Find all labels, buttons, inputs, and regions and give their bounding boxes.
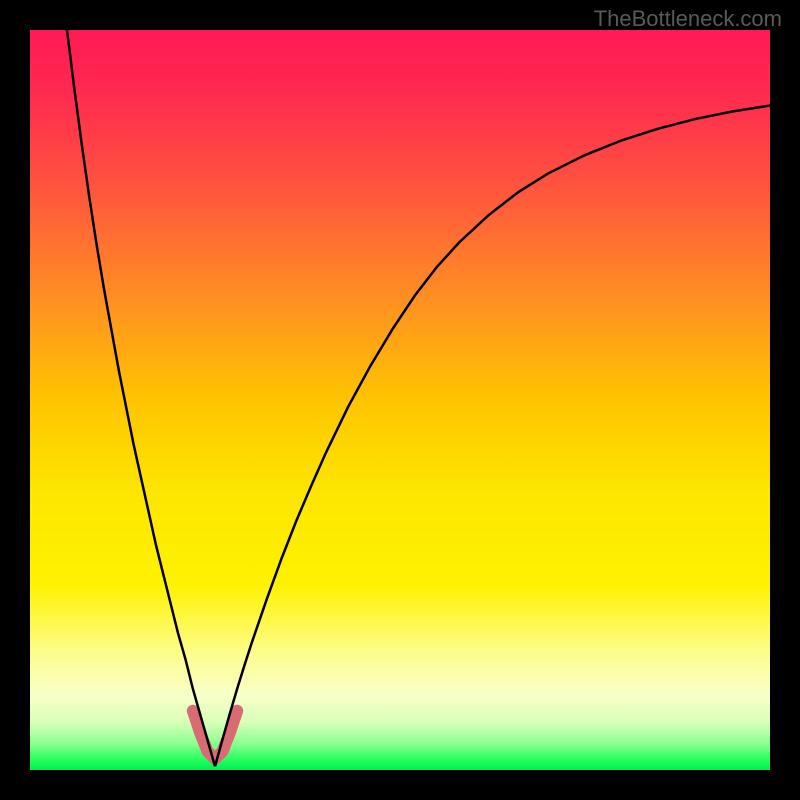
plot-area (30, 30, 770, 770)
watermark-text: TheBottleneck.com (594, 6, 782, 32)
bottleneck-chart-svg (30, 30, 770, 770)
gradient-background (30, 30, 770, 770)
chart-container: TheBottleneck.com (0, 0, 800, 800)
